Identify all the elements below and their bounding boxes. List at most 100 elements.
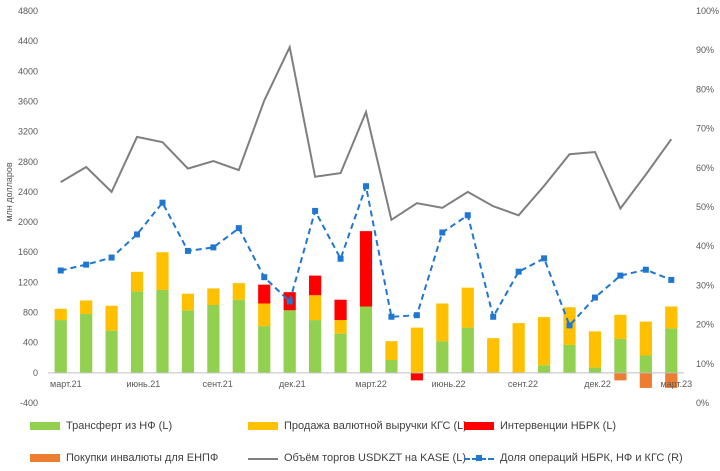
bar-Продажа валютной выручки КГС (L) [588,331,602,368]
bar-Продажа валютной выручки КГС (L) [54,308,67,321]
bar-Трансферт из НФ (L) [283,310,296,373]
y-tick-label: 4400 [18,36,38,46]
y-tick-label: 2000 [18,217,38,227]
y-tick-label: 2800 [18,157,38,167]
bar-Трансферт из НФ (L) [105,330,118,373]
y-tick-label: 4800 [18,6,38,16]
bar-Интервенции НБРК (L) [258,284,271,304]
x-tick-label: дек.21 [279,379,306,389]
bar-Продажа валютной выручки КГС (L) [385,341,398,361]
marker-point [591,294,598,301]
bar-Трансферт из НФ (L) [537,365,551,373]
y-right-tick-label: 30% [696,280,714,290]
marker-point [515,268,522,275]
y-right-tick-label: 0% [696,398,709,408]
bar-Продажа валютной выручки КГС (L) [512,323,525,373]
y-right-tick-label: 80% [696,84,714,94]
y-right-tick-label: 40% [696,241,714,251]
marker-point [159,199,166,206]
bar-Трансферт из НФ (L) [385,360,398,373]
legend-label-volume: Объём торгов USDKZT на KASE (L) [284,452,466,464]
y-right-tick-label: 20% [696,320,714,330]
y-tick-label: 2400 [18,187,38,197]
marker-point [566,322,573,329]
y-right-tick-label: 100% [696,6,719,16]
bar-Интервенции НБРК (L) [309,275,322,296]
marker-point [490,313,497,320]
bar-Продажа валютной выручки КГС (L) [105,305,118,331]
bar-Трансферт из НФ (L) [639,355,652,373]
x-tick-label: дек.22 [584,379,611,389]
marker-point [541,255,548,262]
legend-item-volume: Объём торгов USDKZT на KASE (L) [248,452,466,464]
bar-Трансферт из НФ (L) [80,314,93,373]
bar-Трансферт из НФ (L) [207,305,220,373]
bar-Интервенции НБРК (L) [334,299,347,321]
bar-Трансферт из НФ (L) [181,310,195,373]
bar-Трансферт из НФ (L) [614,338,627,373]
y-tick-label: 800 [23,308,38,318]
bar-Трансферт из НФ (L) [359,306,373,373]
bar-Трансферт из НФ (L) [309,320,322,373]
legend-item-transfer: Трансферт из НФ (L) [30,420,172,432]
marker-point [668,276,675,283]
bar-Продажа валютной выручки КГС (L) [461,287,474,328]
marker-point [312,207,319,214]
legend-label-enpf: Покупки инвалюты для ЕНПФ [66,452,219,464]
bar-Продажа валютной выручки КГС (L) [436,303,449,342]
legend-swatch-transfer [30,422,60,430]
y-tick-label: 1600 [18,247,38,257]
bar-Трансферт из НФ (L) [334,333,347,373]
marker-point [337,255,344,262]
bar-Продажа валютной выручки КГС (L) [537,317,551,366]
y-tick-label: 3600 [18,96,38,106]
legend-marker-share [476,455,482,461]
marker-point [642,266,649,273]
marker-point [286,298,293,305]
legend-item-enpf: Покупки инвалюты для ЕНПФ [30,452,218,464]
marker-point [83,261,90,268]
bar-Продажа валютной выручки КГС (L) [80,300,93,315]
bar-Продажа валютной выручки КГС (L) [410,327,423,373]
marker-point [235,225,242,232]
bar-Трансферт из НФ (L) [156,289,169,373]
bar-Трансферт из НФ (L) [258,326,271,373]
bar-Продажа валютной выручки КГС (L) [232,283,245,300]
marker-point [108,254,115,261]
legend-label-share: Доля операций НБРК, НФ и КГС (R) [500,452,683,464]
bar-Продажа валютной выручки КГС (L) [130,271,144,292]
bar-Трансферт из НФ (L) [54,320,67,373]
y-tick-label: 400 [23,338,38,348]
bar-Трансферт из НФ (L) [563,344,576,373]
y-tick-label: 1200 [18,277,38,287]
y-tick-label: 4000 [18,66,38,76]
marker-point [413,312,420,319]
y-tick-label: 3200 [18,127,38,137]
legend-swatch-volume [248,458,278,460]
legend-swatch-enpf [30,454,60,462]
bar-Покупки инвалюты для ЕНПФ [665,372,678,388]
bar-Трансферт из НФ (L) [461,327,474,373]
x-tick-label: сент.22 [508,379,538,389]
x-tick-label: март.23 [661,379,693,389]
legend-item-share: Доля операций НБРК, НФ и КГС (R) [464,452,683,464]
marker-point [363,183,369,190]
legend-item-sales: Продажа валютной выручки КГС (L) [248,420,467,432]
bar-Продажа валютной выручки КГС (L) [334,320,347,334]
bar-Продажа валютной выручки КГС (L) [639,321,652,356]
legend: Трансферт из НФ (L) Продажа валютной выр… [30,416,710,468]
marker-point [134,231,141,238]
bar-Продажа валютной выручки КГС (L) [665,306,678,329]
bar-Покупки инвалюты для ЕНПФ [614,372,627,381]
x-tick-label: июнь.22 [432,379,466,389]
marker-point [57,267,64,274]
marker-point [439,229,446,236]
legend-swatch-sales [248,422,278,430]
legend-label-sales: Продажа валютной выручки КГС (L) [284,420,467,432]
bar-Покупки инвалюты для ЕНПФ [639,372,652,388]
bar-Продажа валютной выручки КГС (L) [258,303,271,327]
bar-Продажа валютной выручки КГС (L) [309,295,322,321]
bar-Трансферт из НФ (L) [665,328,678,373]
y-right-tick-label: 90% [696,45,714,55]
